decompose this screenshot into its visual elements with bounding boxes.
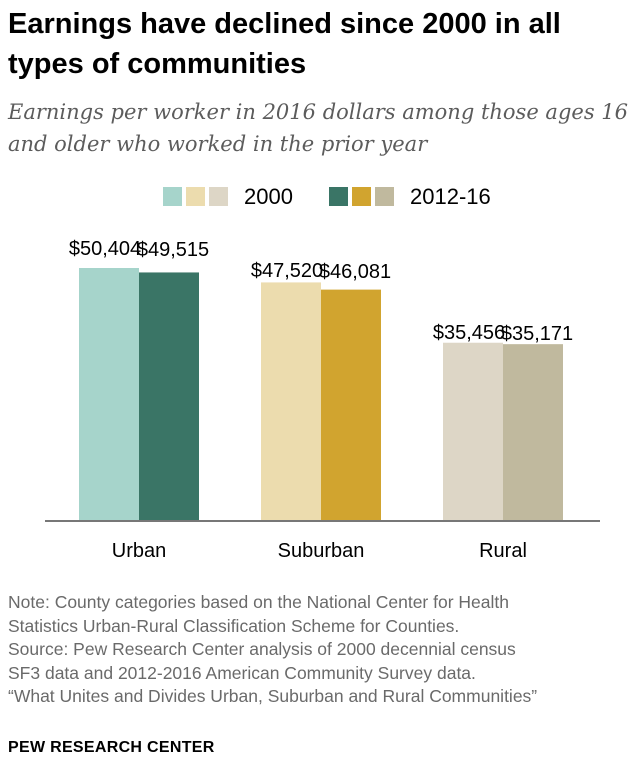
- legend-swatch-2012-16-rural: [375, 187, 394, 206]
- notes-block: Note: County categories based on the Nat…: [8, 591, 636, 709]
- category-label-urban: Urban: [112, 540, 166, 562]
- bar-rural-2012-16: [503, 344, 563, 520]
- chart-title: Earnings have declined since 2000 in all…: [8, 8, 561, 80]
- legend-swatch-2000-rural: [209, 187, 228, 206]
- bar-urban-2000: [79, 268, 139, 520]
- chart-subtitle: Earnings per worker in 2016 dollars amon…: [8, 100, 628, 156]
- bar-suburban-2012-16: [321, 289, 381, 520]
- value-label-suburban-2012-16: $46,081: [319, 261, 391, 283]
- source-line-1: Source: Pew Research Center analysis of …: [8, 639, 516, 660]
- legend: 2000 2012-16: [0, 183, 640, 211]
- value-label-rural-2012-16: $35,171: [501, 323, 573, 345]
- value-label-rural-2000: $35,456: [433, 322, 505, 344]
- brand-logo-text: PEW RESEARCH CENTER: [8, 739, 215, 756]
- bar-suburban-2000: [261, 282, 321, 520]
- legend-swatch-2012-16-suburban: [352, 187, 371, 206]
- legend-swatch-2000-suburban: [186, 187, 205, 206]
- source-line-2: SF3 data and 2012-2016 American Communit…: [8, 662, 476, 683]
- bar-urban-2012-16: [139, 272, 199, 520]
- legend-label-2012-16: 2012-16: [410, 184, 491, 209]
- category-label-rural: Rural: [479, 540, 527, 562]
- legend-swatch-2012-16-urban: [329, 187, 348, 206]
- value-label-urban-2012-16: $49,515: [137, 239, 209, 261]
- source-line-3: “What Unites and Divides Urban, Suburban…: [8, 686, 538, 707]
- category-label-suburban: Suburban: [278, 540, 365, 562]
- bar-chart: $50,404$49,515 Urban $47,520$46,081 Suburba…: [45, 238, 600, 562]
- note-line-2: Statistics Urban-Rural Classification Sc…: [8, 615, 460, 636]
- bar-rural-2000: [443, 342, 503, 520]
- value-label-suburban-2000: $47,520: [251, 260, 323, 282]
- legend-swatch-2000-urban: [163, 187, 182, 206]
- value-label-urban-2000: $50,404: [69, 238, 141, 260]
- note-line-1: Note: County categories based on the Nat…: [8, 592, 509, 612]
- legend-label-2000: 2000: [244, 184, 293, 209]
